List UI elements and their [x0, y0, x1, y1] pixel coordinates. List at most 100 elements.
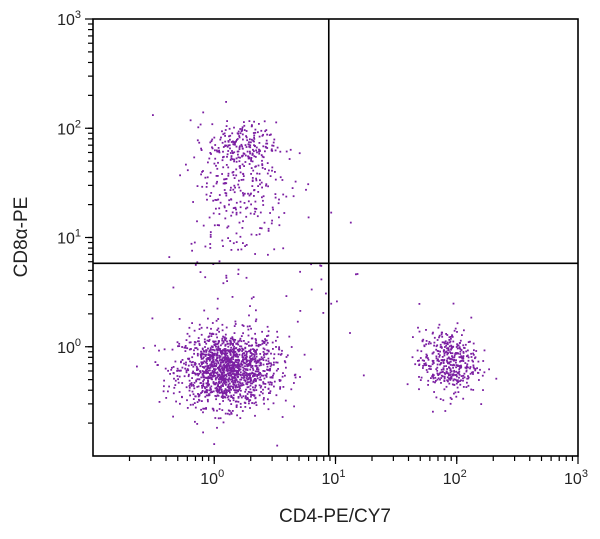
data-point-pop0 — [237, 396, 240, 399]
data-point-pop2 — [205, 193, 208, 196]
data-point-pop0 — [204, 369, 207, 372]
data-point-pop3 — [477, 372, 480, 374]
data-point-pop0 — [249, 352, 252, 354]
data-point-pop0 — [234, 359, 237, 362]
data-point-pop0 — [225, 326, 228, 329]
data-point-pop0 — [196, 367, 199, 369]
data-point-pop0 — [278, 379, 281, 381]
data-point-pop0 — [232, 363, 234, 366]
data-point-pop2 — [243, 165, 245, 167]
data-point-pop0 — [232, 367, 235, 369]
data-point-pop0 — [201, 362, 203, 365]
data-point-pop0 — [162, 390, 165, 393]
data-point-pop0 — [219, 377, 222, 380]
data-point-pop0 — [225, 389, 227, 391]
data-point-pop0 — [196, 386, 199, 388]
data-point-pop0 — [233, 374, 236, 377]
data-point-pop0 — [202, 375, 205, 377]
data-point-pop3 — [472, 360, 474, 363]
data-point-pop2 — [262, 204, 265, 206]
data-point-pop0 — [261, 357, 264, 360]
data-point-pop0 — [243, 375, 245, 377]
data-point-pop3 — [440, 333, 443, 336]
data-point-pop0 — [258, 394, 261, 397]
data-point-pop0 — [184, 345, 187, 347]
data-point-pop3 — [439, 398, 442, 400]
data-point-pop0 — [233, 368, 235, 370]
data-point-pop2 — [259, 211, 262, 214]
data-point-pop3 — [450, 370, 453, 373]
data-point-pop2 — [218, 260, 221, 263]
data-point-pop0 — [255, 351, 257, 354]
data-point-pop0 — [202, 385, 204, 387]
data-point-pop1 — [233, 126, 235, 129]
data-point-pop0 — [219, 356, 222, 358]
data-point-pop0 — [215, 358, 217, 361]
data-point-pop0 — [231, 378, 234, 380]
data-point-pop0 — [178, 391, 181, 393]
data-point-pop0 — [262, 374, 265, 377]
data-point-pop0 — [229, 387, 231, 390]
data-point-pop3 — [443, 380, 446, 382]
data-point-pop1 — [223, 132, 226, 135]
data-point-pop0 — [202, 356, 205, 359]
data-point-pop0 — [259, 344, 262, 346]
data-point-pop1 — [249, 150, 251, 153]
data-point-pop0 — [246, 386, 249, 389]
data-point-pop0 — [192, 403, 194, 406]
data-point-pop0 — [234, 320, 237, 323]
data-point-pop0 — [191, 372, 194, 374]
data-point-pop3 — [462, 352, 465, 354]
data-point-pop0 — [172, 392, 175, 395]
data-point-pop0 — [245, 354, 248, 356]
data-point-pop0 — [218, 340, 220, 343]
data-point-pop0 — [208, 383, 210, 386]
data-point-pop0 — [203, 366, 205, 369]
data-point-pop0 — [208, 338, 211, 341]
data-point-pop0 — [210, 374, 213, 376]
data-point-pop3 — [423, 363, 426, 365]
data-point-pop3 — [412, 336, 414, 338]
data-point-pop0 — [154, 344, 156, 347]
data-point-pop0 — [234, 385, 237, 388]
data-point-pop3 — [448, 357, 451, 360]
data-point-pop0 — [275, 361, 278, 364]
data-point-pop0 — [194, 406, 197, 409]
data-point-pop1 — [262, 156, 265, 159]
data-point-pop0 — [203, 360, 206, 363]
data-point-pop2 — [208, 216, 211, 219]
data-point-pop0 — [221, 376, 223, 378]
data-point-pop2 — [227, 166, 230, 169]
data-point-pop0 — [158, 349, 160, 352]
data-point-pop0 — [224, 358, 226, 360]
data-point-pop2 — [229, 189, 232, 191]
data-point-pop0 — [254, 414, 256, 417]
data-point-pop1 — [232, 140, 234, 143]
data-point-pop1 — [226, 145, 229, 148]
data-point-pop3 — [466, 381, 468, 384]
data-point-pop0 — [184, 367, 187, 370]
data-point-pop1 — [231, 150, 233, 152]
data-point-pop3 — [441, 331, 443, 334]
data-point-pop0 — [224, 378, 226, 381]
data-point-pop0 — [218, 330, 220, 333]
data-point-pop4 — [253, 348, 256, 351]
data-point-pop0 — [196, 369, 198, 371]
data-point-pop0 — [268, 392, 270, 394]
data-point-pop3 — [450, 347, 453, 350]
data-point-pop0 — [244, 347, 247, 350]
data-point-pop0 — [272, 402, 275, 405]
data-point-pop0 — [262, 363, 265, 366]
data-point-pop0 — [234, 373, 236, 376]
data-point-pop1 — [272, 141, 275, 144]
data-point-pop3 — [435, 368, 438, 371]
data-point-pop0 — [210, 365, 212, 368]
data-point-pop0 — [185, 371, 188, 374]
data-point-pop0 — [232, 344, 234, 347]
data-point-pop0 — [246, 375, 248, 378]
data-point-pop0 — [209, 347, 212, 349]
data-point-pop3 — [436, 339, 439, 341]
data-point-pop1 — [245, 130, 248, 132]
data-point-pop1 — [214, 149, 216, 152]
data-point-pop0 — [193, 329, 196, 332]
